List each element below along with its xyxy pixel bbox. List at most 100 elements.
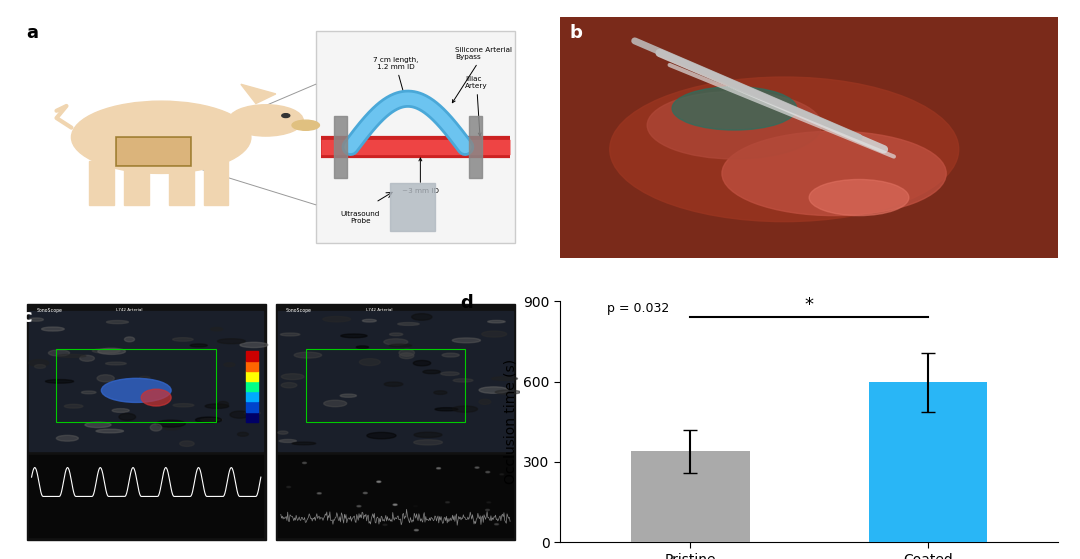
Ellipse shape xyxy=(397,323,419,325)
Ellipse shape xyxy=(107,320,129,324)
Ellipse shape xyxy=(173,338,193,341)
Bar xyxy=(29,456,264,537)
Ellipse shape xyxy=(411,314,432,320)
Bar xyxy=(246,401,258,411)
Bar xyxy=(124,162,149,205)
Ellipse shape xyxy=(286,486,291,488)
Ellipse shape xyxy=(106,362,126,365)
Text: SonoScope: SonoScope xyxy=(37,309,63,314)
Ellipse shape xyxy=(488,320,505,323)
Bar xyxy=(89,162,113,205)
Bar xyxy=(29,311,264,451)
Ellipse shape xyxy=(81,391,96,394)
Ellipse shape xyxy=(434,391,447,395)
Text: Illiac
Artery: Illiac Artery xyxy=(465,76,488,136)
Ellipse shape xyxy=(441,372,459,376)
Ellipse shape xyxy=(65,404,83,408)
Ellipse shape xyxy=(150,424,162,431)
Ellipse shape xyxy=(292,120,320,130)
Ellipse shape xyxy=(486,509,489,511)
Ellipse shape xyxy=(809,179,909,216)
Bar xyxy=(56,349,216,421)
Ellipse shape xyxy=(383,339,408,345)
Ellipse shape xyxy=(423,370,441,373)
Ellipse shape xyxy=(281,374,303,380)
Bar xyxy=(246,371,258,381)
Ellipse shape xyxy=(112,409,130,413)
Ellipse shape xyxy=(363,319,376,322)
Ellipse shape xyxy=(721,131,946,216)
Text: 7 cm length,
1.2 mm ID: 7 cm length, 1.2 mm ID xyxy=(373,57,418,105)
Ellipse shape xyxy=(393,504,397,505)
Bar xyxy=(246,391,258,401)
Ellipse shape xyxy=(367,432,396,439)
Ellipse shape xyxy=(35,364,45,368)
Ellipse shape xyxy=(217,339,245,344)
Ellipse shape xyxy=(80,356,94,361)
Ellipse shape xyxy=(229,105,303,136)
Ellipse shape xyxy=(647,92,822,159)
Ellipse shape xyxy=(238,432,248,436)
Ellipse shape xyxy=(453,406,477,412)
Ellipse shape xyxy=(610,77,959,222)
Text: Ultrasound
Probe: Ultrasound Probe xyxy=(341,211,380,224)
Ellipse shape xyxy=(141,389,171,406)
Ellipse shape xyxy=(57,354,86,357)
Ellipse shape xyxy=(454,378,473,382)
Ellipse shape xyxy=(415,529,418,531)
Ellipse shape xyxy=(383,524,387,525)
Ellipse shape xyxy=(29,318,43,321)
Ellipse shape xyxy=(442,353,459,357)
Ellipse shape xyxy=(323,316,351,322)
Bar xyxy=(868,382,987,542)
Ellipse shape xyxy=(119,414,136,420)
Ellipse shape xyxy=(390,344,411,347)
Ellipse shape xyxy=(453,338,481,343)
Ellipse shape xyxy=(124,337,135,342)
Bar xyxy=(203,162,229,205)
Ellipse shape xyxy=(230,411,249,418)
Ellipse shape xyxy=(201,419,222,421)
Text: *: * xyxy=(805,296,813,314)
Text: Silicone Arterial
Bypass: Silicone Arterial Bypass xyxy=(453,47,512,103)
Ellipse shape xyxy=(157,420,186,427)
Text: d: d xyxy=(460,294,473,312)
Bar xyxy=(246,361,258,371)
Ellipse shape xyxy=(102,378,171,402)
Ellipse shape xyxy=(179,441,194,447)
Ellipse shape xyxy=(363,492,367,494)
Ellipse shape xyxy=(341,334,367,338)
Bar xyxy=(168,162,193,205)
Ellipse shape xyxy=(436,467,441,469)
Ellipse shape xyxy=(435,408,458,411)
Ellipse shape xyxy=(49,350,69,356)
Ellipse shape xyxy=(211,328,222,331)
Ellipse shape xyxy=(163,425,180,430)
Ellipse shape xyxy=(280,439,296,443)
Ellipse shape xyxy=(244,411,260,415)
Bar xyxy=(246,351,258,361)
Ellipse shape xyxy=(390,333,403,336)
Ellipse shape xyxy=(190,344,207,347)
Ellipse shape xyxy=(414,432,442,438)
Ellipse shape xyxy=(400,353,414,359)
Text: c: c xyxy=(22,309,32,326)
Ellipse shape xyxy=(446,501,449,503)
Ellipse shape xyxy=(475,467,480,468)
Ellipse shape xyxy=(399,349,415,356)
Ellipse shape xyxy=(218,401,229,407)
Ellipse shape xyxy=(356,346,368,348)
Ellipse shape xyxy=(480,387,509,394)
Ellipse shape xyxy=(302,462,307,463)
Text: ~3 mm ID: ~3 mm ID xyxy=(402,158,438,194)
Bar xyxy=(279,456,513,537)
Ellipse shape xyxy=(414,361,431,366)
Bar xyxy=(306,349,465,421)
Polygon shape xyxy=(241,84,275,103)
Ellipse shape xyxy=(205,404,229,409)
Bar xyxy=(631,451,750,542)
Ellipse shape xyxy=(384,382,403,386)
Bar xyxy=(246,411,258,421)
Ellipse shape xyxy=(97,375,114,382)
Ellipse shape xyxy=(29,359,49,366)
